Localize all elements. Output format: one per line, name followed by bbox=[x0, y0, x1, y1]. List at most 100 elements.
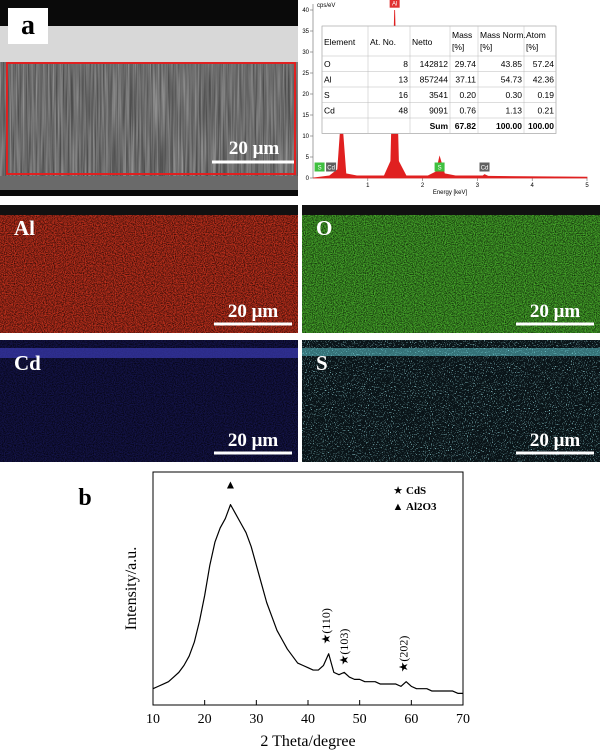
table-cell: 0.76 bbox=[459, 106, 476, 116]
x-tick-label: 2 bbox=[421, 183, 425, 189]
table-header: [%] bbox=[452, 42, 464, 52]
table-sum: Sum bbox=[430, 121, 449, 131]
map-s bbox=[302, 340, 600, 462]
peak-annotation: ★(202) bbox=[397, 636, 411, 673]
peak-marker-label: S bbox=[438, 166, 442, 172]
table-header: Element bbox=[324, 37, 356, 47]
table-cell: 13 bbox=[399, 75, 409, 85]
table-cell: 37.11 bbox=[455, 75, 476, 85]
y-tick-label: 30 bbox=[302, 50, 309, 56]
table-cell: 9091 bbox=[429, 106, 448, 116]
x-tick-label: 50 bbox=[353, 712, 367, 727]
peak-marker-label: Cd bbox=[481, 166, 489, 172]
x-tick-label: 30 bbox=[249, 712, 263, 727]
table-header: Mass Norm. bbox=[480, 30, 526, 40]
x-axis-label: 2 Theta/degree bbox=[260, 733, 355, 750]
y-axis-label: Intensity/a.u. bbox=[123, 547, 140, 631]
table-cell: 42.36 bbox=[533, 75, 555, 85]
x-tick-label: 4 bbox=[531, 183, 535, 189]
table-cell: 57.24 bbox=[533, 59, 555, 69]
table-cell: 142812 bbox=[420, 59, 449, 69]
peak-marker-box bbox=[326, 162, 337, 172]
table-cell: 16 bbox=[399, 90, 409, 100]
y-axis-label: cps/eV bbox=[317, 3, 335, 9]
legend-label: CdS bbox=[406, 485, 426, 497]
table-cell: O bbox=[324, 59, 331, 69]
y-tick-label: 20 bbox=[302, 92, 309, 98]
panel-label: a bbox=[21, 10, 35, 41]
y-tick-label: 10 bbox=[302, 134, 309, 140]
spectrum bbox=[312, 9, 588, 179]
table-sum: 100.00 bbox=[496, 121, 522, 131]
peak-annotation: ★(110) bbox=[319, 608, 333, 644]
panel-label: b bbox=[78, 485, 91, 511]
table-header: Mass bbox=[452, 30, 472, 40]
scale-bar-label: 20 μm bbox=[530, 430, 581, 451]
table-cell: 54.73 bbox=[501, 75, 523, 85]
table-sum: 100.00 bbox=[528, 121, 554, 131]
x-tick-label: 1 bbox=[366, 183, 370, 189]
table-cell: 857244 bbox=[420, 75, 449, 85]
table-cell: 0.21 bbox=[537, 106, 554, 116]
legend-label: Al2O3 bbox=[406, 501, 437, 513]
peak-marker-box bbox=[434, 162, 445, 172]
table-header: Netto bbox=[412, 37, 433, 47]
y-tick-label: 0 bbox=[306, 176, 310, 182]
peak-marker-box bbox=[479, 162, 490, 172]
map-element-label: Cd bbox=[14, 351, 41, 375]
table-sum: 67.82 bbox=[455, 121, 477, 131]
x-tick-label: 3 bbox=[476, 183, 480, 189]
label-box bbox=[8, 8, 48, 44]
table-background bbox=[321, 25, 557, 134]
table-cell: 0.20 bbox=[459, 90, 476, 100]
scale-bar-label: 20 μm bbox=[228, 301, 279, 322]
peak-annotation: ★(103) bbox=[337, 629, 351, 666]
table-cell: Cd bbox=[324, 106, 335, 116]
x-tick-label: 20 bbox=[198, 712, 212, 727]
peak-marker-box bbox=[314, 162, 325, 172]
legend-symbol: ★ bbox=[393, 485, 403, 497]
scale-bar-label: 20 μm bbox=[530, 301, 581, 322]
scale-bar-label: 20 μm bbox=[229, 138, 280, 159]
x-tick-label: 40 bbox=[301, 712, 315, 727]
map-al bbox=[0, 205, 298, 333]
map-element-label: Al bbox=[14, 216, 35, 240]
y-tick-label: 35 bbox=[302, 29, 309, 35]
table-header: [%] bbox=[526, 42, 538, 52]
sem-image: a 20 μm bbox=[0, 0, 298, 196]
selection-box bbox=[6, 62, 296, 175]
table-cell: 0.30 bbox=[505, 90, 522, 100]
table-cell: 3541 bbox=[429, 90, 448, 100]
table-cell: 8 bbox=[403, 59, 408, 69]
peak-annotation: ▲ bbox=[225, 477, 237, 491]
table-header: [%] bbox=[480, 42, 492, 52]
scale-bar-label: 20 μm bbox=[228, 430, 279, 451]
y-tick-label: 15 bbox=[302, 113, 309, 119]
x-tick-label: 5 bbox=[585, 183, 589, 189]
table-header: Atom bbox=[526, 30, 546, 40]
map-element-label: O bbox=[316, 216, 332, 240]
peak-marker-label: S bbox=[318, 166, 322, 172]
y-tick-label: 5 bbox=[306, 155, 310, 161]
y-tick-label: 25 bbox=[302, 71, 309, 77]
table-header: At. No. bbox=[370, 37, 396, 47]
x-axis-label: Energy [keV] bbox=[433, 190, 468, 196]
table-cell: 43.85 bbox=[501, 59, 523, 69]
table-cell: 0.19 bbox=[537, 90, 554, 100]
peak-marker-label: Cd bbox=[327, 166, 335, 172]
x-tick-label: 10 bbox=[146, 712, 160, 727]
y-tick-label: 40 bbox=[302, 8, 309, 14]
table-cell: S bbox=[324, 90, 330, 100]
map-cd bbox=[0, 340, 298, 462]
table-cell: Al bbox=[324, 75, 332, 85]
x-tick-label: 60 bbox=[404, 712, 418, 727]
table-cell: 29.74 bbox=[455, 59, 477, 69]
map-element-label: S bbox=[316, 351, 328, 375]
peak-marker-label: Al bbox=[392, 2, 397, 8]
peak-marker-box bbox=[389, 0, 400, 8]
map-o bbox=[302, 205, 600, 333]
xrd-pattern bbox=[152, 504, 463, 694]
x-tick-label: 70 bbox=[456, 712, 470, 727]
